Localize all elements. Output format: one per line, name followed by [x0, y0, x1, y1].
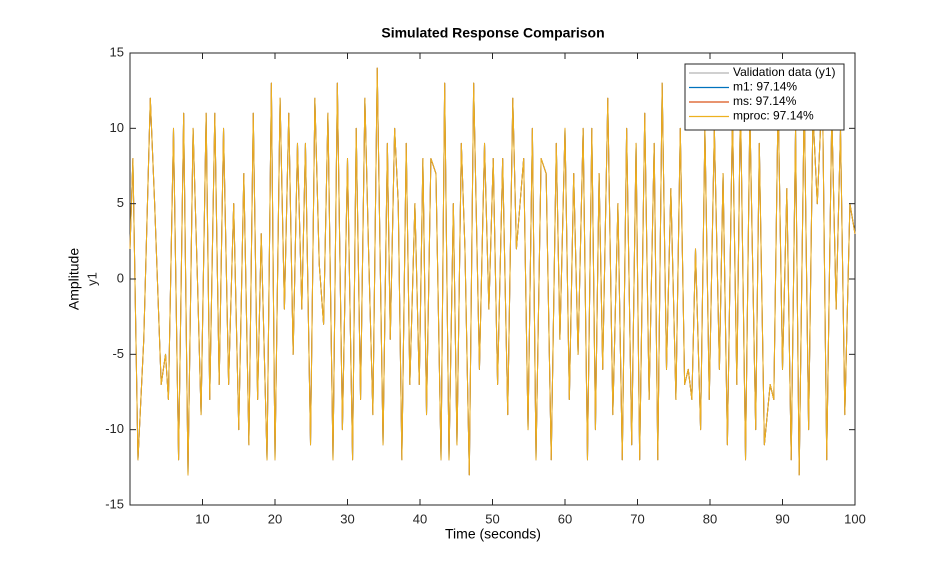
y-axis-sublabel: y1 [84, 272, 99, 286]
x-tick-label: 20 [268, 511, 282, 526]
x-tick-label: 90 [775, 511, 789, 526]
x-axis-label: Time (seconds) [445, 526, 541, 542]
x-tick-label: 70 [630, 511, 644, 526]
y-tick-label: -15 [105, 496, 124, 511]
legend-label: Validation data (y1) [733, 65, 836, 79]
legend-box [684, 63, 845, 131]
chart-title: Simulated Response Comparison [381, 25, 604, 41]
x-tick-label: 80 [703, 511, 717, 526]
x-tick-label: 50 [485, 511, 499, 526]
series-line [129, 67, 856, 476]
legend-label: ms: 97.14% [733, 94, 797, 108]
y-tick-label: 10 [110, 120, 124, 135]
x-tick-label: 100 [844, 511, 866, 526]
y-tick-label: 5 [117, 195, 124, 210]
x-tick-label: 60 [558, 511, 572, 526]
x-tick-label: 40 [413, 511, 427, 526]
y-tick-label: -10 [105, 421, 124, 436]
y-axis-label: Amplitude [66, 248, 82, 310]
y-tick-label: -5 [112, 346, 124, 361]
legend-label: mproc: 97.14% [733, 109, 814, 123]
y-tick-label: 15 [110, 44, 124, 59]
plot [129, 67, 856, 476]
legend-label: m1: 97.14% [733, 80, 797, 94]
x-tick-label: 30 [340, 511, 354, 526]
y-tick-label: 0 [117, 270, 124, 285]
x-tick-label: 10 [195, 511, 209, 526]
